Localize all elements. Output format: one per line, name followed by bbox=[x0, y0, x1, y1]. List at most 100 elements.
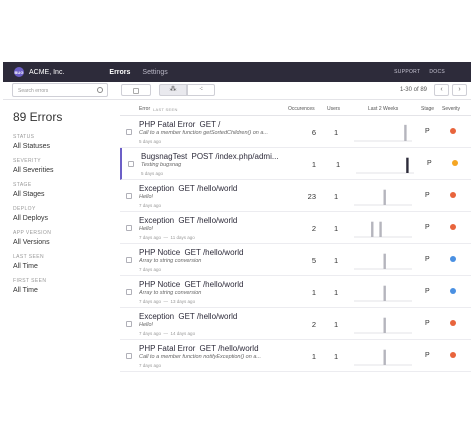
trend-sparkline bbox=[354, 317, 412, 334]
checkbox-icon bbox=[133, 88, 139, 94]
row-checkbox[interactable] bbox=[126, 321, 132, 327]
severity-dot bbox=[452, 160, 458, 166]
row-checkbox[interactable] bbox=[126, 225, 132, 231]
filter-value[interactable]: All Versions bbox=[13, 239, 50, 246]
table-row[interactable]: BugsnagTest POST /index.php/admi... Testi… bbox=[120, 148, 471, 180]
group-by-error-button[interactable]: ⁂ bbox=[159, 84, 187, 96]
error-title[interactable]: PHP Fatal Error GET /hello/world bbox=[139, 344, 259, 353]
trend-sparkline bbox=[354, 349, 412, 366]
table-row[interactable]: Exception GET /hello/world Hello! 7 days a… bbox=[120, 212, 471, 244]
severity-dot bbox=[450, 224, 456, 230]
table-row[interactable]: PHP Notice GET /hello/world Array to stri… bbox=[120, 276, 471, 308]
first-seen: 7 days ago bbox=[139, 235, 162, 240]
filter-last-seen[interactable]: LAST SEEN All Time bbox=[13, 254, 115, 270]
table-row[interactable]: PHP Notice GET /hello/world Array to stri… bbox=[120, 244, 471, 276]
error-title[interactable]: BugsnagTest POST /index.php/admi... bbox=[141, 152, 279, 161]
table-row[interactable]: PHP Fatal Error GET /hello/world Call to … bbox=[120, 340, 471, 372]
group-by-other-button[interactable]: ⁖ bbox=[187, 84, 215, 96]
occurrence-count: 2 bbox=[311, 224, 316, 233]
top-links: SUPPORT DOCS bbox=[394, 69, 445, 75]
error-message: Call to a member function getSortedChild… bbox=[139, 130, 269, 136]
severity-dot bbox=[450, 128, 456, 134]
first-seen: 7 days ago bbox=[139, 331, 162, 336]
error-message: Hello! bbox=[139, 322, 154, 328]
filter-app-version[interactable]: APP VERSION All Versions bbox=[13, 230, 115, 246]
sparkline-bar bbox=[383, 349, 386, 365]
filter-status[interactable]: STATUS All Statuses bbox=[13, 134, 115, 150]
col-users[interactable]: Users bbox=[327, 106, 341, 112]
table-row[interactable]: Exception GET /hello/world Hello! 7 days a… bbox=[120, 180, 471, 212]
error-class: Exception bbox=[139, 216, 175, 225]
error-title[interactable]: PHP Notice GET /hello/world bbox=[139, 280, 243, 289]
search-placeholder: Search errors bbox=[18, 88, 49, 94]
error-route: GET /hello/world bbox=[178, 312, 238, 321]
col-severity: Severity bbox=[442, 106, 461, 112]
filter-label: DEPLOY bbox=[13, 206, 36, 212]
error-title[interactable]: Exception GET /hello/world bbox=[139, 216, 237, 225]
prev-page-button[interactable]: ‹ bbox=[434, 84, 449, 96]
filter-value[interactable]: All Time bbox=[13, 287, 38, 294]
first-seen: 7 days ago bbox=[139, 203, 162, 208]
last-seen: 11 days ago bbox=[170, 235, 195, 240]
tab-settings[interactable]: Settings bbox=[142, 68, 168, 76]
next-page-button[interactable]: › bbox=[452, 84, 467, 96]
row-checkbox[interactable] bbox=[126, 129, 132, 135]
error-meta: 7 days ago — 13 days ago bbox=[139, 299, 196, 304]
col-trend: Last 2 Weeks bbox=[368, 106, 399, 112]
docs-link[interactable]: DOCS bbox=[429, 69, 445, 75]
search-input[interactable]: Search errors bbox=[12, 83, 108, 97]
filter-deploy[interactable]: DEPLOY All Deploys bbox=[13, 206, 115, 222]
severity-dot bbox=[450, 320, 456, 326]
occurrence-count: 2 bbox=[311, 320, 316, 329]
trend-sparkline bbox=[354, 124, 412, 142]
sort-last-seen[interactable]: LAST SEEN bbox=[153, 107, 178, 112]
sparkline-bar bbox=[383, 317, 386, 333]
filter-sidebar: 89 Errors STATUS All Statuses SEVERITY All … bbox=[3, 100, 115, 294]
support-link[interactable]: SUPPORT bbox=[394, 69, 421, 75]
filter-stage[interactable]: STAGE All Stages bbox=[13, 182, 115, 198]
filter-value[interactable]: All Time bbox=[13, 263, 38, 270]
filter-value[interactable]: All Statuses bbox=[13, 143, 50, 150]
table-row[interactable]: PHP Fatal Error GET / Call to a member fu… bbox=[120, 116, 471, 148]
filter-list: STATUS All Statuses SEVERITY All Severities… bbox=[3, 134, 115, 294]
row-checkbox[interactable] bbox=[126, 193, 132, 199]
occurrence-count: 5 bbox=[311, 256, 316, 265]
row-checkbox[interactable] bbox=[126, 289, 132, 295]
ungroup-icon: ⁖ bbox=[198, 86, 204, 93]
filter-value[interactable]: All Severities bbox=[13, 167, 54, 174]
table-row[interactable]: Exception GET /hello/world Hello! 7 days a… bbox=[120, 308, 471, 340]
occurrence-count: 1 bbox=[311, 160, 316, 169]
row-checkbox[interactable] bbox=[128, 161, 134, 167]
select-all-checkbox[interactable] bbox=[121, 84, 151, 96]
error-message: Call to a member function notifyExceptio… bbox=[139, 354, 261, 360]
filter-first-seen[interactable]: FIRST SEEN All Time bbox=[13, 278, 115, 294]
filter-severity[interactable]: SEVERITY All Severities bbox=[13, 158, 115, 174]
error-route: GET /hello/world bbox=[184, 280, 244, 289]
row-checkbox[interactable] bbox=[126, 257, 132, 263]
stage-label: P bbox=[425, 128, 430, 135]
error-title[interactable]: Exception GET /hello/world bbox=[139, 184, 237, 193]
error-route: POST /index.php/admi... bbox=[191, 152, 279, 161]
org-name[interactable]: ACME, Inc. bbox=[29, 68, 65, 76]
error-route: GET /hello/world bbox=[178, 184, 238, 193]
error-message: Array to string conversion bbox=[139, 290, 202, 296]
error-title[interactable]: Exception GET /hello/world bbox=[139, 312, 237, 321]
error-title[interactable]: PHP Notice GET /hello/world bbox=[139, 248, 243, 257]
severity-dot bbox=[450, 192, 456, 198]
user-count: 1 bbox=[334, 288, 339, 297]
filter-value[interactable]: All Stages bbox=[13, 191, 45, 198]
error-message: Hello! bbox=[139, 226, 154, 232]
severity-dot bbox=[450, 256, 456, 262]
stage-label: P bbox=[425, 352, 430, 359]
col-stage: Stage bbox=[421, 106, 435, 112]
error-class: PHP Notice bbox=[139, 280, 181, 289]
occurrence-count: 1 bbox=[311, 352, 316, 361]
filter-value[interactable]: All Deploys bbox=[13, 215, 49, 222]
tab-errors[interactable]: Errors bbox=[109, 68, 131, 76]
col-occurrences[interactable]: Occurences bbox=[288, 106, 315, 112]
table-header: Error LAST SEEN Occurences Users Last 2 … bbox=[120, 100, 471, 116]
row-checkbox[interactable] bbox=[126, 353, 132, 359]
error-title[interactable]: PHP Fatal Error GET / bbox=[139, 120, 220, 129]
error-count-title: 89 Errors bbox=[13, 110, 63, 124]
app-logo[interactable]: BUG bbox=[14, 67, 24, 77]
